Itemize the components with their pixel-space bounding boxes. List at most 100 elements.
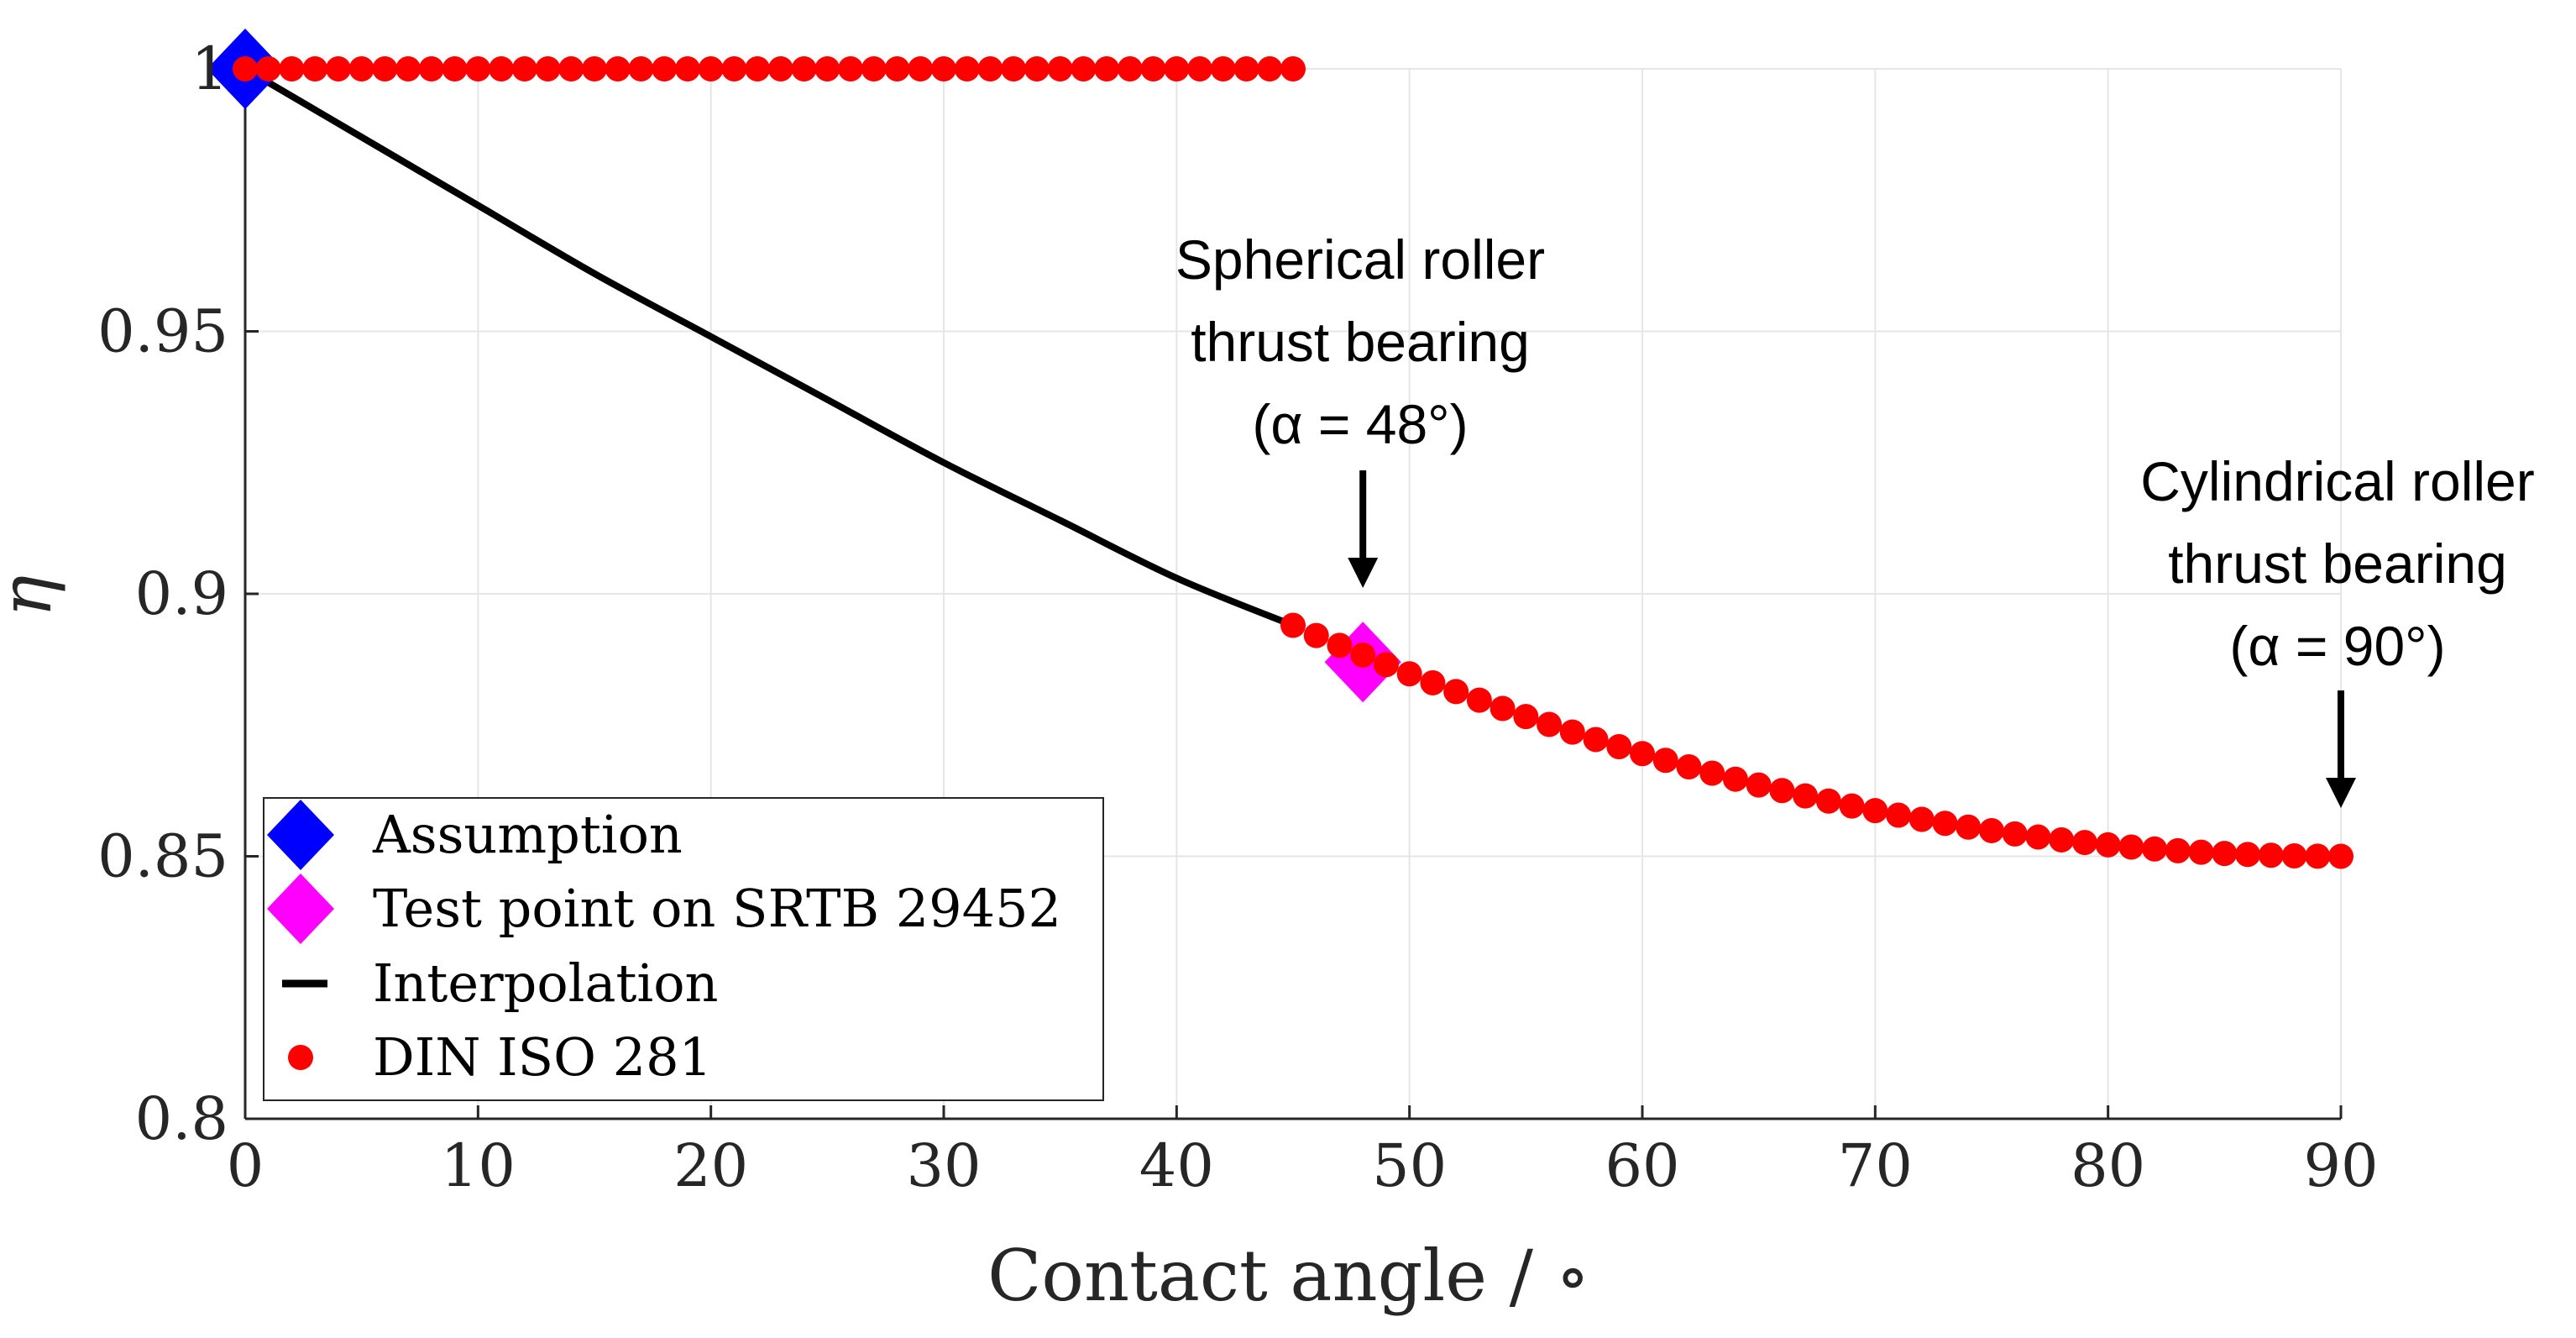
x-tick-label: 40: [1139, 1131, 1214, 1200]
din-iso-point: [1187, 56, 1213, 81]
annotation-line: Spherical roller: [1175, 228, 1545, 291]
din-iso-point: [1490, 695, 1516, 721]
din-iso-point: [628, 56, 654, 81]
y-tick-label: 0.85: [97, 822, 228, 891]
din-iso-point: [1513, 704, 1539, 730]
annotation-line: (α = 48°): [1252, 393, 1468, 455]
din-iso-point: [1606, 733, 1632, 759]
annotation-1: Spherical roller thrust bearing (α = 48°): [1175, 228, 1545, 588]
y-tick-label: 0.8: [135, 1084, 228, 1153]
din-iso-point: [1164, 56, 1190, 81]
x-tick-label: 90: [2303, 1131, 2378, 1200]
din-iso-point: [767, 56, 793, 81]
legend: Assumption Test point on SRTB 29452 Inte…: [263, 797, 1104, 1101]
legend-item-test-point: Test point on SRTB 29452: [267, 874, 1061, 944]
din-iso-point: [2328, 843, 2353, 869]
din-iso-point: [791, 56, 817, 81]
din-iso-point: [2002, 821, 2028, 847]
din-iso-point: [582, 56, 607, 81]
x-tick-label: 30: [906, 1131, 981, 1200]
din-iso-point: [2142, 836, 2168, 862]
din-iso-point: [2049, 826, 2075, 853]
x-tick-label: 50: [1372, 1131, 1447, 1200]
din-iso-point: [1094, 56, 1120, 81]
x-tick-label: 0: [227, 1131, 264, 1200]
din-iso-point: [1350, 642, 1376, 668]
din-iso-point: [1280, 612, 1306, 638]
din-iso-point: [1932, 811, 1958, 837]
din-iso-point: [279, 56, 305, 81]
din-iso-point: [1630, 741, 1655, 767]
din-iso-point: [931, 56, 956, 81]
din-iso-point: [861, 56, 887, 81]
din-iso-point: [1466, 687, 1492, 713]
x-tick-label: 80: [2071, 1131, 2145, 1200]
din-iso-point: [1140, 56, 1166, 81]
din-iso-point: [1839, 793, 1865, 819]
legend-label-din-iso: DIN ISO 281: [373, 1026, 712, 1088]
din-iso-point: [535, 56, 561, 81]
din-iso-point: [1303, 622, 1329, 648]
din-iso-point: [2118, 834, 2144, 860]
din-iso-point: [1396, 661, 1422, 687]
din-iso-point: [2095, 832, 2121, 858]
din-iso-point: [2281, 842, 2307, 868]
din-iso-point: [977, 56, 1003, 81]
y-tick-label: 0.9: [135, 559, 228, 628]
legend-label-interpolation: Interpolation: [373, 952, 718, 1014]
din-iso-point: [2212, 841, 2238, 867]
din-iso-point: [1071, 56, 1097, 81]
din-iso-point: [1722, 766, 1748, 792]
plot-area: [207, 29, 2353, 869]
din-iso-point: [1769, 778, 1795, 804]
annotation-arrow-head: [1348, 558, 1379, 588]
annotation-line: thrust bearing: [2168, 533, 2507, 595]
din-iso-point: [908, 56, 934, 81]
din-iso-point: [1001, 56, 1027, 81]
din-iso-point: [2258, 842, 2284, 868]
din-iso-point: [2235, 842, 2261, 868]
din-iso-point: [233, 56, 258, 81]
legend-label-test-point: Test point on SRTB 29452: [373, 878, 1061, 939]
x-tick-label: 10: [441, 1131, 516, 1200]
y-axis-title: η: [0, 575, 67, 617]
din-iso-point: [838, 56, 864, 81]
x-tick-label: 70: [1838, 1131, 1913, 1200]
din-iso-point: [1233, 56, 1259, 81]
din-iso-point: [348, 56, 374, 81]
din-iso-point: [302, 56, 328, 81]
din-iso-point: [1793, 783, 1819, 809]
din-iso-point: [652, 56, 678, 81]
axes: [243, 67, 2343, 1120]
interpolation-line: [243, 66, 1295, 629]
din-iso-point: [1676, 754, 1702, 780]
din-iso-point: [1327, 632, 1353, 659]
din-iso-point: [1537, 711, 1563, 737]
din-iso-point: [2188, 839, 2214, 865]
legend-box: [263, 797, 1104, 1101]
din-iso-point: [1280, 56, 1306, 81]
x-tick-label: 20: [673, 1131, 748, 1200]
din-iso-point: [1886, 802, 1912, 828]
tick-labels: 0 10 20 30 40 50 60 70 80 90 0.8 0.85 0.9 0.95 1: [97, 34, 2378, 1200]
din-iso-point: [1210, 56, 1236, 81]
x-axis-title: Contact angle / ∘: [987, 1235, 1590, 1317]
annotation-2: Cylindrical roller thrust bearing (α = 90°…: [2140, 450, 2535, 808]
annotation-line: Cylindrical roller: [2140, 450, 2534, 512]
din-iso-point: [605, 56, 631, 81]
din-iso-point: [558, 56, 584, 81]
din-iso-point: [1815, 788, 1841, 814]
annotation-arrow-head: [2326, 778, 2356, 808]
din-iso-point: [1024, 56, 1050, 81]
legend-item-din-iso: DIN ISO 281: [288, 1026, 712, 1088]
din-iso-point: [2305, 843, 2331, 869]
din-iso-point: [1862, 798, 1888, 824]
din-iso-point: [1652, 748, 1678, 774]
din-iso-point: [745, 56, 771, 81]
din-iso-point: [1699, 760, 1725, 786]
legend-diamond-magenta: [267, 874, 334, 944]
din-iso-point: [1908, 806, 1935, 832]
din-iso-point: [442, 56, 468, 81]
legend-item-interpolation: Interpolation: [282, 952, 718, 1014]
